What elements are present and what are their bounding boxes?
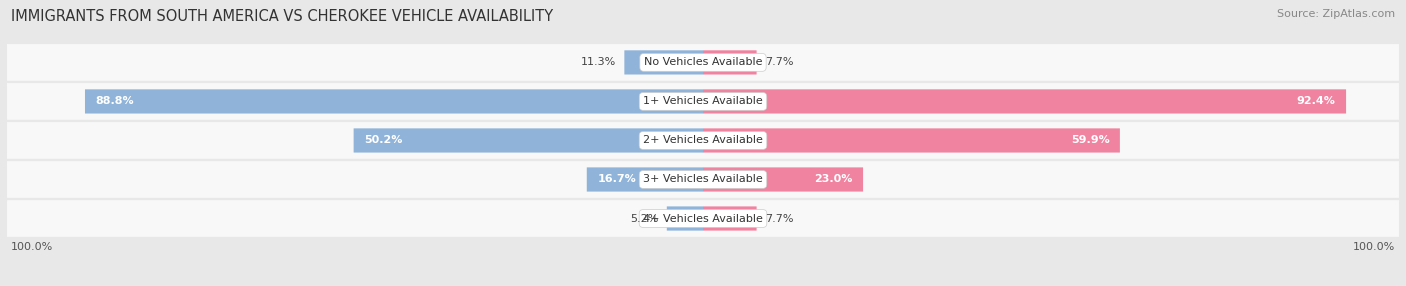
Text: 7.7%: 7.7%: [765, 214, 793, 224]
FancyBboxPatch shape: [586, 167, 703, 192]
FancyBboxPatch shape: [703, 128, 1121, 152]
Text: 1+ Vehicles Available: 1+ Vehicles Available: [643, 96, 763, 106]
Text: 92.4%: 92.4%: [1296, 96, 1336, 106]
Text: 11.3%: 11.3%: [581, 57, 616, 67]
Text: Source: ZipAtlas.com: Source: ZipAtlas.com: [1277, 9, 1395, 19]
FancyBboxPatch shape: [7, 200, 1399, 237]
Text: 23.0%: 23.0%: [814, 174, 852, 184]
Text: 59.9%: 59.9%: [1071, 136, 1109, 146]
FancyBboxPatch shape: [7, 161, 1399, 198]
Text: 4+ Vehicles Available: 4+ Vehicles Available: [643, 214, 763, 224]
Text: 88.8%: 88.8%: [96, 96, 134, 106]
Text: 7.7%: 7.7%: [765, 57, 793, 67]
Text: 2+ Vehicles Available: 2+ Vehicles Available: [643, 136, 763, 146]
FancyBboxPatch shape: [7, 122, 1399, 159]
Text: 50.2%: 50.2%: [364, 136, 402, 146]
FancyBboxPatch shape: [7, 83, 1399, 120]
Text: 5.2%: 5.2%: [630, 214, 658, 224]
Text: 100.0%: 100.0%: [1353, 242, 1396, 252]
FancyBboxPatch shape: [84, 89, 703, 114]
FancyBboxPatch shape: [7, 44, 1399, 81]
Text: 3+ Vehicles Available: 3+ Vehicles Available: [643, 174, 763, 184]
FancyBboxPatch shape: [666, 206, 703, 231]
FancyBboxPatch shape: [703, 50, 756, 75]
FancyBboxPatch shape: [703, 206, 756, 231]
Text: 100.0%: 100.0%: [10, 242, 53, 252]
FancyBboxPatch shape: [624, 50, 703, 75]
Text: IMMIGRANTS FROM SOUTH AMERICA VS CHEROKEE VEHICLE AVAILABILITY: IMMIGRANTS FROM SOUTH AMERICA VS CHEROKE…: [11, 9, 554, 23]
Text: No Vehicles Available: No Vehicles Available: [644, 57, 762, 67]
Text: 16.7%: 16.7%: [598, 174, 636, 184]
FancyBboxPatch shape: [703, 89, 1346, 114]
FancyBboxPatch shape: [354, 128, 703, 152]
FancyBboxPatch shape: [703, 167, 863, 192]
